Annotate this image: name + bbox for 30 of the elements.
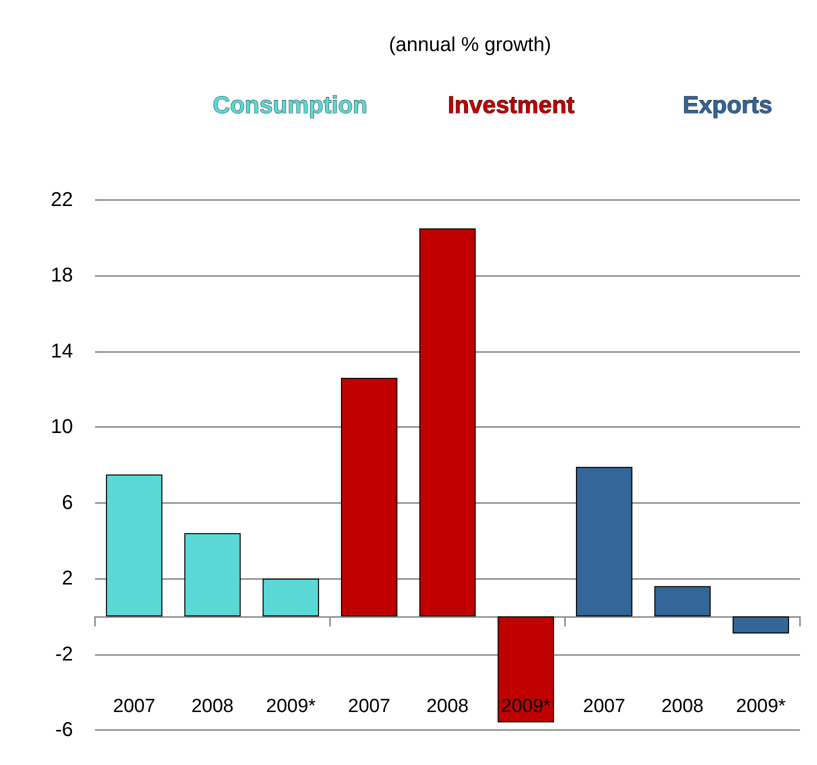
x-tick-label: 2008: [661, 696, 704, 717]
chart-title: (annual % growth): [388, 34, 552, 56]
x-tick-label: 2009*: [500, 696, 552, 717]
bar: [262, 578, 320, 616]
x-tick-label: 2009*: [736, 696, 786, 717]
x-tick-label: 2008: [191, 696, 234, 717]
y-tick-label: 18: [50, 264, 73, 287]
text: Exports: [682, 92, 772, 119]
bar: [106, 474, 162, 616]
y-tick-label: 10: [50, 416, 73, 438]
x-tick-label: 2007: [113, 696, 156, 717]
y-tick-label: -2: [55, 643, 73, 666]
y-tick-label: 2: [62, 568, 73, 590]
bar: [498, 616, 554, 722]
bar: [732, 616, 790, 634]
bar: [340, 378, 398, 616]
x-tick-label: 2007: [348, 696, 390, 717]
x-tick-label: 2009*: [266, 696, 316, 717]
bar: [654, 586, 711, 616]
y-tick-label: -6: [55, 719, 73, 741]
bar: [184, 533, 241, 616]
x-tick-label: 2008: [426, 696, 469, 717]
x-tick-label: 2007: [583, 696, 626, 717]
y-tick-label: 14: [50, 340, 73, 362]
bar: [419, 228, 476, 616]
y-tick-label: 22: [50, 189, 73, 211]
bar: [576, 466, 632, 616]
text: Consumption: [212, 92, 368, 119]
y-tick-label: 6: [62, 492, 73, 514]
text: Investment: [448, 92, 575, 119]
